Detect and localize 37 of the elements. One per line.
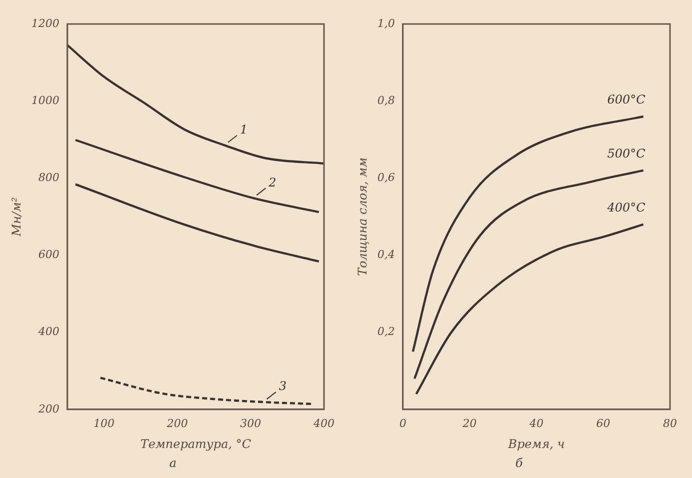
y-tick-label: 1200 <box>31 16 60 30</box>
y-tick-label: 1000 <box>31 94 60 107</box>
y-tick-label: 600 <box>38 248 60 262</box>
line-series <box>415 223 644 396</box>
text: а <box>169 456 177 472</box>
line-series <box>67 44 324 165</box>
x-tick-label: 300 <box>240 416 262 430</box>
y-tick-label: 200 <box>37 402 60 416</box>
series-label: 400°С <box>606 200 646 215</box>
y-axis-title: Толщина слоя, мм <box>355 157 370 276</box>
series-label: 2 <box>268 175 276 190</box>
x-tick-label: 100 <box>94 416 115 430</box>
series-label: 500°С <box>607 146 646 161</box>
x-tick-label: 400 <box>312 416 334 430</box>
y-axis-title: Мн/м² <box>9 197 24 238</box>
y-tick-label: 0,8 <box>377 94 395 107</box>
x-axis-title: Время, ч <box>507 436 565 451</box>
y-tick-label: 0,6 <box>377 171 395 184</box>
y-tick-label: 0,2 <box>377 325 395 338</box>
x-axis-title: Температура, °С <box>140 436 252 451</box>
line-series <box>412 115 644 353</box>
x-tick-label: 0 <box>399 416 406 430</box>
series-label: 3 <box>278 379 287 394</box>
series-label: 1 <box>240 122 248 137</box>
x-tick-label: 20 <box>462 416 477 430</box>
x-tick-label: 200 <box>166 416 188 430</box>
y-tick-label: 400 <box>37 325 60 338</box>
series-label: 600°С <box>607 92 646 107</box>
line-series <box>413 169 644 380</box>
y-tick-label: 0,4 <box>377 248 395 262</box>
x-tick-label: 40 <box>528 416 544 430</box>
y-tick-label: 1,0 <box>377 16 395 30</box>
line-series <box>74 138 320 214</box>
text: б <box>515 456 523 472</box>
x-tick-label: 80 <box>663 416 677 430</box>
y-tick-label: 800 <box>38 171 60 184</box>
x-tick-label: 60 <box>596 416 610 430</box>
